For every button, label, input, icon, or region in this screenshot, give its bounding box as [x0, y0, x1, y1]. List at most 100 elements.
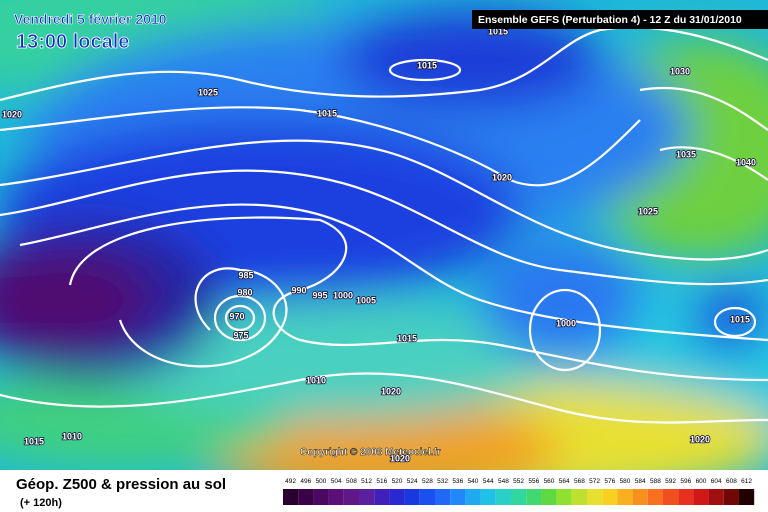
legend-label: 524 — [407, 478, 418, 485]
legend-swatch — [480, 489, 496, 505]
legend-label: 496 — [300, 478, 311, 485]
legend-label: 508 — [346, 478, 357, 485]
isobar-label: 980 — [237, 287, 252, 297]
legend-label: 564 — [559, 478, 570, 485]
model-box — [472, 10, 768, 29]
isobar-label: 1025 — [638, 206, 658, 216]
legend-label: 532 — [437, 478, 448, 485]
legend-swatch — [632, 489, 648, 505]
legend-swatch — [450, 489, 466, 505]
legend-label: 608 — [726, 478, 737, 485]
legend-swatch — [283, 489, 299, 505]
legend-label: 604 — [711, 478, 722, 485]
forecast-time: 13:00 locale — [16, 31, 129, 53]
isobar-label: 1035 — [676, 149, 696, 159]
isobar-label: 995 — [312, 290, 327, 300]
isobar-label: 1005 — [356, 295, 376, 305]
legend-label: 560 — [544, 478, 555, 485]
legend-swatch — [511, 489, 527, 505]
legend-label: 580 — [620, 478, 631, 485]
isobar-label: 1015 — [397, 333, 417, 343]
legend-label: 492 — [285, 478, 296, 485]
legend-label: 600 — [696, 478, 707, 485]
model-info: Ensemble GEFS (Perturbation 4) - 12 Z du… — [478, 14, 742, 26]
legend-label: 556 — [528, 478, 539, 485]
legend-swatch — [526, 489, 542, 505]
legend-swatch — [617, 489, 633, 505]
isobar-labels: 1015 1015 1025 1020 1015 1030 1035 1040 1020 1025… — [1, 26, 757, 465]
legend-label: 568 — [574, 478, 585, 485]
legend-swatch — [465, 489, 481, 505]
legend-label: 552 — [513, 478, 524, 485]
isobar-label: 1015 — [488, 26, 508, 36]
isobar-label: 1015 — [417, 60, 437, 70]
isobar-label: 1025 — [198, 87, 218, 97]
legend-label: 544 — [483, 478, 494, 485]
isobar-label: 985 — [238, 270, 253, 280]
isobar-label: 1020 — [390, 453, 410, 463]
legend-label: 516 — [376, 478, 387, 485]
copyright: Copyright © 2008 Meteociel.fr — [300, 447, 441, 458]
isobar-label: 1000 — [333, 290, 353, 300]
legend-swatch — [435, 489, 451, 505]
legend-label: 592 — [665, 478, 676, 485]
isobar-label: 1020 — [690, 434, 710, 444]
legend-swatch — [328, 489, 344, 505]
footer-subtitle: (+ 120h) — [20, 497, 62, 509]
legend-label: 584 — [635, 478, 646, 485]
legend-label: 596 — [680, 478, 691, 485]
legend-swatch — [602, 489, 618, 505]
legend-swatch — [313, 489, 329, 505]
isobar-label: 1015 — [24, 436, 44, 446]
legend-swatch — [647, 489, 663, 505]
legend-label: 576 — [604, 478, 615, 485]
field: 1015 1015 1025 1020 1015 1030 1035 1040 1020 1025… — [0, 0, 768, 470]
legend-label: 500 — [316, 478, 327, 485]
forecast-date: Vendredi 5 février 2010 — [14, 11, 167, 27]
legend-label: 572 — [589, 478, 600, 485]
legend-swatch — [708, 489, 724, 505]
legend-label: 512 — [361, 478, 372, 485]
legend-swatch — [343, 489, 359, 505]
legend-label: 540 — [468, 478, 479, 485]
isobar-label: 1040 — [736, 157, 756, 167]
legend-swatch — [541, 489, 557, 505]
isobar-label: 1020 — [492, 172, 512, 182]
isobar-label: 1020 — [381, 386, 401, 396]
isobar-label: 975 — [233, 330, 248, 340]
legend: 492 496 500 504 508 512 516 520 524 528 532 536 540 5… — [283, 478, 755, 505]
legend-swatch — [389, 489, 405, 505]
legend-label: 548 — [498, 478, 509, 485]
legend-label: 588 — [650, 478, 661, 485]
legend-label: 536 — [452, 478, 463, 485]
legend-swatch — [693, 489, 709, 505]
legend-swatch — [404, 489, 420, 505]
isobar-label: 1010 — [62, 431, 82, 441]
legend-swatch — [419, 489, 435, 505]
legend-label: 528 — [422, 478, 433, 485]
legend-swatch — [495, 489, 511, 505]
legend-swatch — [739, 489, 755, 505]
legend-swatch — [678, 489, 694, 505]
legend-label: 520 — [392, 478, 403, 485]
isobar-label: 970 — [229, 311, 244, 321]
isobar-label: 1015 — [317, 108, 337, 118]
isobars — [0, 26, 768, 424]
legend-label: 504 — [331, 478, 342, 485]
isobar-label: 1010 — [306, 375, 326, 385]
isobar-label: 1015 — [730, 314, 750, 324]
legend-swatch — [663, 489, 679, 505]
legend-swatch — [359, 489, 375, 505]
legend-swatch — [556, 489, 572, 505]
isobar-label: 1020 — [2, 109, 22, 119]
isobar-label: 990 — [291, 285, 306, 295]
isobar-label: 1000 — [556, 318, 576, 328]
footer-title: Géop. Z500 & pression au sol — [16, 476, 226, 493]
legend-swatch — [571, 489, 587, 505]
legend-label: 612 — [741, 478, 752, 485]
legend-swatch — [723, 489, 739, 505]
legend-swatch — [587, 489, 603, 505]
legend-swatch — [374, 489, 390, 505]
